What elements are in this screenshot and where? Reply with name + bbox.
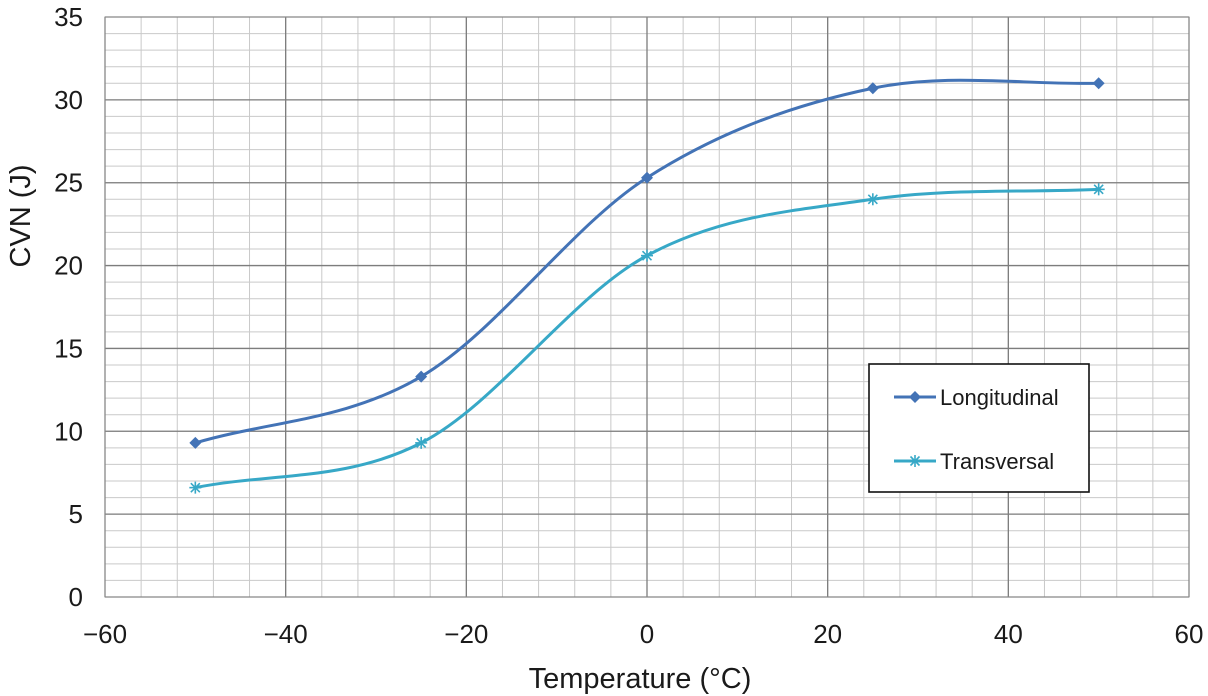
marker-stroke bbox=[641, 250, 653, 261]
marker-stroke bbox=[416, 437, 427, 448]
y-tick-label: 15 bbox=[54, 333, 83, 363]
data-point-longitudinal bbox=[415, 370, 428, 383]
y-axis-tick-labels: 0 5 10 15 20 25 30 35 bbox=[54, 2, 83, 612]
data-point-longitudinal bbox=[866, 82, 879, 95]
x-tick-label: −60 bbox=[83, 619, 127, 649]
data-point-longitudinal bbox=[189, 436, 202, 449]
x-tick-label: 60 bbox=[1175, 619, 1204, 649]
series-layer bbox=[189, 77, 1105, 494]
data-point-longitudinal bbox=[641, 171, 653, 184]
data-point-transversal bbox=[641, 249, 653, 262]
major-gridlines bbox=[104, 16, 1190, 598]
y-tick-label: 30 bbox=[54, 85, 83, 115]
x-tick-label: 40 bbox=[994, 619, 1023, 649]
x-tick-label: −40 bbox=[264, 619, 308, 649]
data-point-transversal bbox=[866, 193, 879, 206]
plot-area-frame bbox=[104, 16, 1190, 598]
x-axis-title: Temperature (°C) bbox=[529, 663, 752, 695]
legend-label-transversal: Transversal bbox=[940, 449, 1054, 474]
y-tick-label: 0 bbox=[69, 582, 83, 612]
legend-label-longitudinal: Longitudinal bbox=[940, 385, 1059, 410]
y-tick-label: 5 bbox=[69, 499, 83, 529]
y-tick-label: 10 bbox=[54, 416, 83, 446]
legend-marker-transversal bbox=[909, 455, 921, 467]
x-axis-tick-labels: −60 −40 −20 0 20 40 60 bbox=[83, 619, 1204, 649]
data-point-transversal bbox=[415, 436, 428, 449]
x-tick-label: −20 bbox=[444, 619, 488, 649]
x-tick-label: 20 bbox=[813, 619, 842, 649]
marker-stroke bbox=[190, 482, 201, 493]
y-tick-label: 35 bbox=[54, 2, 83, 32]
y-tick-label: 25 bbox=[54, 168, 83, 198]
marker-stroke bbox=[867, 194, 878, 205]
y-tick-label: 20 bbox=[54, 251, 83, 281]
x-tick-label: 0 bbox=[640, 619, 654, 649]
legend-box bbox=[868, 363, 1090, 493]
legend-marker-longitudinal bbox=[909, 391, 921, 403]
marker-stroke bbox=[1093, 184, 1104, 195]
data-point-transversal bbox=[1092, 183, 1105, 196]
data-point-transversal bbox=[189, 481, 202, 494]
y-axis-title: CVN (J) bbox=[5, 164, 37, 267]
legend: Longitudinal Transversal bbox=[868, 363, 1090, 493]
data-point-longitudinal bbox=[1092, 77, 1105, 90]
